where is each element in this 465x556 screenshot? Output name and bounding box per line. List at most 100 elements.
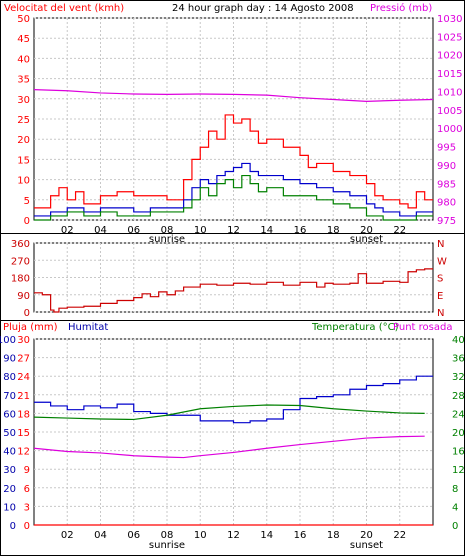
tick-label-wind: 25 (17, 115, 30, 126)
humidity-axis-label: Humitat (68, 322, 108, 333)
tick-label-rain: 3 (24, 502, 30, 513)
tick-label-hour: 18 (327, 225, 340, 236)
tick-label-pressure: 1005 (437, 106, 462, 117)
tick-label-pressure: 995 (437, 143, 456, 154)
tick-label-humidity: 70 (3, 391, 16, 402)
tick-label-hour: 22 (393, 225, 406, 236)
chart-title: 24 hour graph day : 14 Agosto 2008 (172, 3, 354, 14)
tick-label-humidity: 80 (3, 372, 16, 383)
tick-label-rain: 12 (17, 447, 30, 458)
tick-label-hour: 04 (94, 530, 107, 541)
tick-label-direction: 0 (24, 308, 30, 319)
sunrise-label: sunrise (149, 234, 185, 245)
tick-label-wind: 0 (24, 216, 30, 227)
tick-label-hour: 20 (360, 530, 373, 541)
tick-label-temperature: 20 (452, 428, 465, 439)
tick-label-wind: 30 (17, 95, 30, 106)
tick-label-hour: 04 (94, 225, 107, 236)
tick-label-rain: 18 (17, 409, 30, 420)
rain-axis-label: Pluja (mm) (3, 322, 58, 333)
tick-label-hour: 14 (260, 225, 273, 236)
tick-label-temperature: 8 (452, 484, 458, 495)
tick-label-direction: 360 (11, 239, 30, 250)
tick-label-wind: 5 (24, 196, 30, 207)
tick-label-rain: 24 (17, 372, 30, 383)
tick-label-humidity: 100 (0, 335, 16, 346)
compass-label: N (437, 239, 444, 250)
tick-label-wind: 45 (17, 34, 30, 45)
tick-label-humidity: 20 (3, 484, 16, 495)
series-line-temperature (33, 404, 425, 421)
tick-label-temperature: 40 (452, 335, 465, 346)
tick-label-pressure: 1020 (437, 51, 462, 62)
series-line-gust (34, 114, 433, 209)
tick-label-temperature: 32 (452, 372, 465, 383)
tick-label-wind: 40 (17, 54, 30, 65)
tick-label-rain: 27 (17, 354, 30, 365)
series-line-dewpoint (33, 435, 425, 459)
pressure-axis-label: Pressió (mb) (370, 2, 432, 14)
tick-label-temperature: 36 (452, 354, 465, 365)
tick-label-hour: 06 (127, 530, 140, 541)
tick-label-pressure: 1015 (437, 69, 462, 80)
tick-label-hour: 10 (194, 530, 207, 541)
tick-label-hour: 10 (194, 225, 207, 236)
tick-label-pressure: 1010 (437, 87, 462, 98)
tick-label-pressure: 985 (437, 179, 456, 190)
series-line-avg (34, 162, 433, 217)
tick-label-hour: 12 (227, 225, 240, 236)
series-line-humidity (34, 375, 433, 424)
temperature-axis-label: Temperatura (°C) (311, 322, 399, 333)
series-line-min (34, 174, 433, 221)
tick-label-humidity: 10 (3, 502, 16, 513)
tick-label-pressure: 980 (437, 198, 456, 209)
tick-label-direction: 90 (17, 291, 30, 302)
tick-label-wind: 50 (17, 14, 30, 25)
tick-label-direction: 180 (11, 274, 30, 285)
tick-label-hour: 02 (61, 225, 74, 236)
compass-label: E (437, 291, 443, 302)
tick-label-hour: 08 (161, 530, 174, 541)
tick-label-wind: 20 (17, 135, 30, 146)
tick-label-rain: 9 (24, 465, 30, 476)
sunset-label: sunset (350, 234, 383, 245)
dewpoint-axis-label: Punt rosada (393, 322, 452, 333)
tick-label-pressure: 1000 (437, 124, 462, 135)
tick-label-hour: 08 (161, 225, 174, 236)
tick-label-temperature: 28 (452, 391, 465, 402)
series-line-pressure (33, 89, 434, 102)
tick-label-hour: 22 (393, 530, 406, 541)
tick-label-rain: 30 (17, 335, 30, 346)
compass-label: S (437, 274, 443, 285)
compass-label: N (437, 308, 444, 319)
tick-label-rain: 21 (17, 391, 30, 402)
tick-label-hour: 14 (260, 530, 273, 541)
tick-label-direction: 270 (11, 256, 30, 267)
tick-label-humidity: 50 (3, 428, 16, 439)
tick-label-hour: 02 (61, 530, 74, 541)
tick-label-hour: 06 (127, 225, 140, 236)
tick-label-humidity: 0 (10, 521, 16, 532)
tick-label-hour: 18 (327, 530, 340, 541)
tick-label-hour: 20 (360, 225, 373, 236)
tick-label-temperature: 0 (452, 521, 458, 532)
tick-label-pressure: 990 (437, 161, 456, 172)
tick-label-pressure: 975 (437, 216, 456, 227)
tick-label-pressure: 1030 (437, 14, 462, 25)
tick-label-rain: 15 (17, 428, 30, 439)
tick-label-temperature: 4 (452, 502, 458, 513)
tick-label-humidity: 30 (3, 465, 16, 476)
tick-label-humidity: 90 (3, 354, 16, 365)
tick-label-wind: 10 (17, 176, 30, 187)
tick-label-temperature: 24 (452, 409, 465, 420)
tick-label-humidity: 60 (3, 409, 16, 420)
tick-label-temperature: 16 (452, 447, 465, 458)
wind-speed-axis-label: Velocitat del vent (kmh) (4, 3, 124, 14)
tick-label-pressure: 1025 (437, 32, 462, 43)
tick-label-rain: 0 (24, 521, 30, 532)
sunset-label: sunset (350, 540, 383, 551)
tick-label-hour: 16 (294, 530, 307, 541)
tick-label-wind: 15 (17, 155, 30, 166)
